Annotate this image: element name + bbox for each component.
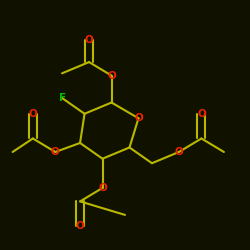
Text: O: O <box>76 221 84 231</box>
Text: O: O <box>51 147 60 157</box>
Text: O: O <box>197 109 206 119</box>
Text: O: O <box>98 183 107 193</box>
Text: F: F <box>58 93 66 103</box>
Text: O: O <box>134 113 143 123</box>
Text: O: O <box>107 70 116 81</box>
Text: O: O <box>28 109 37 119</box>
Text: O: O <box>85 34 94 44</box>
Text: O: O <box>174 147 183 157</box>
